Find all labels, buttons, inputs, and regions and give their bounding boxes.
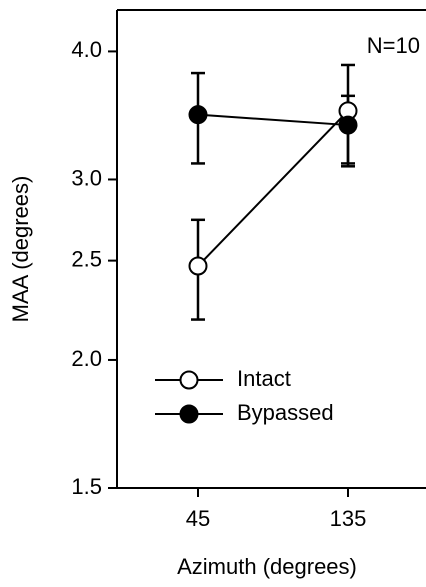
y-axis-title: MAA (degrees): [8, 176, 33, 323]
y-tick-label: 2.5: [71, 246, 102, 271]
marker: [188, 105, 208, 125]
legend-label: Intact: [237, 366, 291, 391]
y-tick-label: 3.0: [71, 165, 102, 190]
x-tick-label: 45: [186, 506, 210, 531]
legend-marker: [179, 370, 199, 390]
legend-marker: [179, 404, 199, 424]
marker: [338, 115, 358, 135]
x-tick-label: 135: [330, 506, 367, 531]
y-tick-label: 4.0: [71, 37, 102, 62]
series-line: [197, 110, 349, 267]
y-tick-label: 1.5: [71, 474, 102, 499]
legend-label: Bypassed: [237, 400, 334, 425]
series-line: [197, 113, 349, 127]
annotation: N=10: [367, 33, 420, 58]
x-axis-title: Azimuth (degrees): [177, 554, 357, 579]
y-tick-label: 2.0: [71, 346, 102, 371]
marker: [188, 256, 208, 276]
